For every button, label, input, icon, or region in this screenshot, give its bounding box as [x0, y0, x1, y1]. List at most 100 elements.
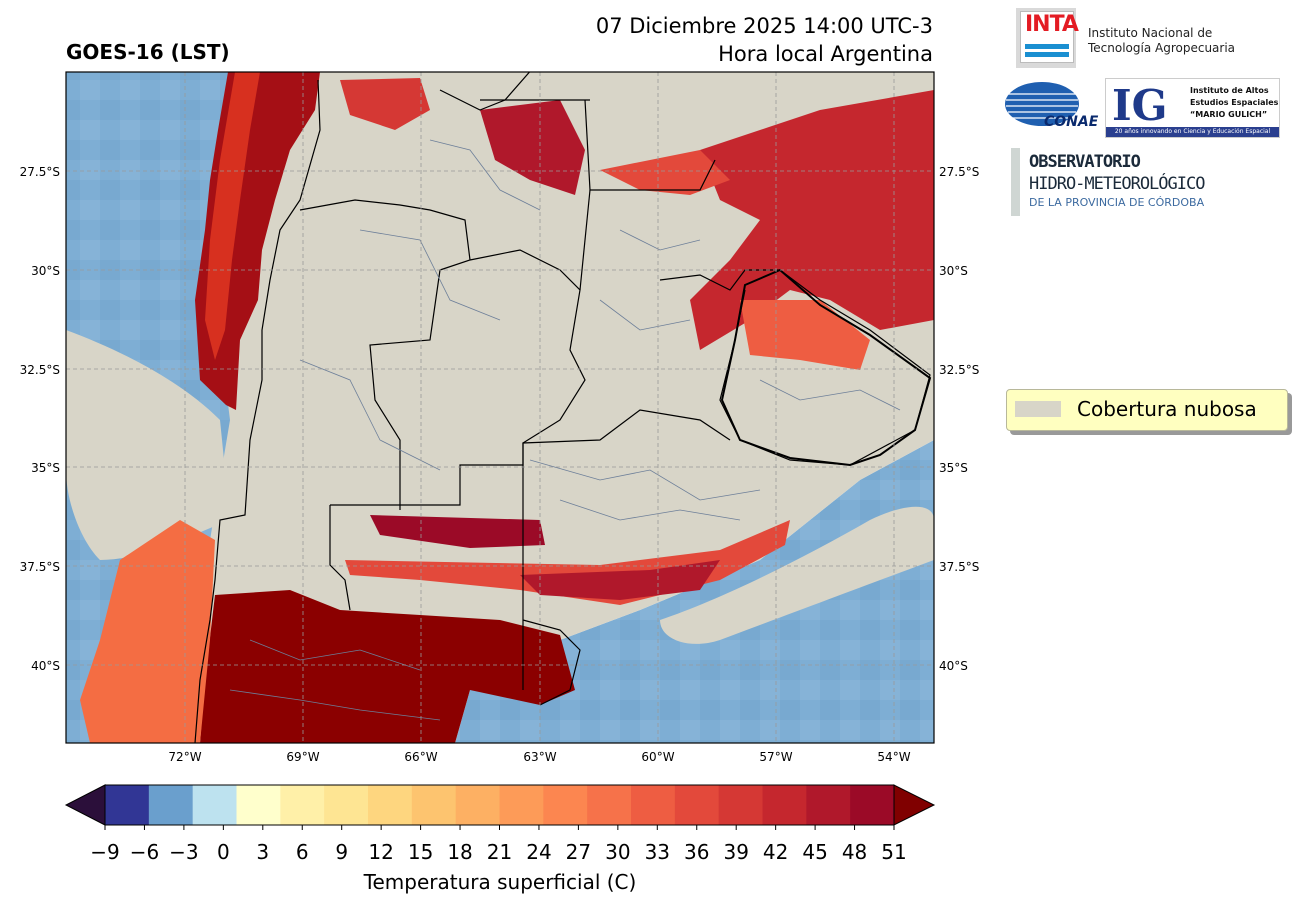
ig-logo: IG Instituto de Altos Estudios Espaciale…	[1105, 78, 1280, 138]
colorbar-segment	[543, 785, 588, 825]
inta-logo: INTA	[1016, 8, 1079, 68]
colorbar-tick-label: 45	[802, 840, 827, 864]
conae-logo: CONAE	[1004, 80, 1098, 136]
colorbar-tick-label: −3	[169, 840, 198, 864]
timestamp-block: 07 Diciembre 2025 14:00 UTC-3 Hora local…	[596, 12, 933, 68]
colorbar-segment	[105, 785, 150, 825]
uruguay-border	[720, 268, 932, 467]
lst-north-west-patch	[340, 78, 430, 130]
lon-tick: 63°W	[523, 750, 556, 764]
colorbar-label: Temperatura superficial (C)	[363, 870, 637, 894]
inta-name-line: Tecnología Agropecuaria	[1088, 41, 1236, 55]
colorbar-segment	[236, 785, 281, 825]
colorbar-tick-label: −6	[130, 840, 159, 864]
inta-name-line: Instituto Nacional de	[1088, 26, 1213, 40]
lon-tick: 57°W	[759, 750, 792, 764]
lat-ticks-left: 27.5°S 30°S 32.5°S 35°S 37.5°S 40°S	[20, 165, 60, 673]
colorbar-tick-label: 9	[335, 840, 348, 864]
colorbar-segment	[411, 785, 457, 825]
ig-name-line: Instituto de Altos	[1190, 86, 1269, 95]
ig-name-line: Estudios Espaciales	[1190, 98, 1279, 107]
lat-tick: 30°S	[939, 264, 968, 278]
legend-label: Cobertura nubosa	[1077, 397, 1257, 421]
lon-ticks: 72°W 69°W 66°W 63°W 60°W 57°W 54°W	[168, 750, 910, 764]
lon-tick: 60°W	[641, 750, 674, 764]
colorbar-tick-label: 42	[763, 840, 788, 864]
colorbar-tick-label: 30	[605, 840, 630, 864]
conae-globe-icon	[1005, 82, 1079, 126]
colorbar-segment	[806, 785, 851, 825]
colorbar-segment	[499, 785, 544, 825]
ig-footer: 20 años innovando en Ciencia y Educación…	[1106, 127, 1279, 137]
map-title: GOES-16 (LST)	[66, 40, 230, 64]
colorbar-tick-label: 21	[487, 840, 512, 864]
cloud-cover-pacific	[66, 330, 230, 560]
colorbar-over-triangle	[893, 784, 936, 826]
lst-patagonia-region	[200, 590, 575, 743]
colorbar-segment	[762, 785, 807, 825]
colorbar-tick-label: 12	[368, 840, 393, 864]
colorbar-tick-label: 0	[217, 840, 230, 864]
lat-tick: 27.5°S	[939, 165, 979, 179]
observatorio-logo-line-3: DE LA PROVINCIA DE CÓRDOBA	[1029, 196, 1205, 209]
lat-tick: 35°S	[939, 461, 968, 475]
inta-bar	[1025, 44, 1069, 49]
colorbar-segment	[674, 785, 720, 825]
colorbar-ticks: −9 −6 −3 0 3 6 9 12 15 18 21 24 27 30 33 36 39 42 45 48 51	[90, 825, 907, 864]
lon-tick: 54°W	[877, 750, 910, 764]
lst-northeast-west	[600, 150, 730, 195]
map-area	[66, 72, 934, 743]
lat-tick: 32.5°S	[939, 363, 979, 377]
colorbar-tick-label: 51	[881, 840, 906, 864]
colorbar-segment	[280, 785, 325, 825]
colorbar-tick-label: −9	[90, 840, 119, 864]
lat-tick: 27.5°S	[20, 165, 60, 179]
inta-logo-text: INTA	[1025, 12, 1079, 37]
colorbar-tick-label: 33	[645, 840, 670, 864]
colorbar-tick-label: 48	[842, 840, 867, 864]
district-lines	[229, 139, 901, 721]
cloud-cover-swatch	[1015, 401, 1061, 417]
lst-uruguay-north	[740, 300, 870, 370]
colorbar-tick-label: 18	[447, 840, 472, 864]
colorbar-under-triangle	[64, 784, 106, 826]
ig-name: Instituto de Altos Estudios Espaciales “…	[1190, 85, 1278, 121]
lst-pacific-south	[80, 520, 215, 743]
lst-andes-edge	[205, 72, 260, 360]
colorbar-segment	[718, 785, 763, 825]
legend: Cobertura nubosa	[1006, 389, 1288, 431]
observatorio-logo-line-2: HIDRO-METEOROLÓGICO	[1029, 174, 1205, 194]
colorbar-tick-label: 15	[408, 840, 433, 864]
colorbar-segment	[455, 785, 500, 825]
lon-tick: 66°W	[404, 750, 437, 764]
colorbar-segment	[631, 785, 676, 825]
lon-tick: 69°W	[286, 750, 319, 764]
lst-central-band-3	[520, 560, 720, 600]
ig-name-line: “MARIO GULICH”	[1190, 110, 1268, 119]
colorbar-segment	[368, 785, 413, 825]
colorbar-segment	[148, 785, 194, 825]
inta-logo-mark: INTA	[1020, 11, 1079, 63]
colorbar-tick-label: 24	[526, 840, 551, 864]
map-frame	[65, 71, 935, 744]
lat-tick: 37.5°S	[20, 560, 60, 574]
lon-tick: 72°W	[168, 750, 201, 764]
datetime-label: 07 Diciembre 2025 14:00 UTC-3	[595, 14, 933, 38]
colorbar-tick-label: 39	[723, 840, 748, 864]
lat-tick: 32.5°S	[20, 363, 60, 377]
colorbar-segment	[324, 785, 369, 825]
inta-bar	[1025, 52, 1069, 57]
graticule	[66, 72, 934, 743]
lat-tick: 35°S	[31, 461, 60, 475]
colorbar	[64, 784, 936, 826]
ig-logo-letters: IG	[1112, 81, 1168, 130]
atlantic-ocean	[455, 440, 934, 743]
colorbar-tick-label: 6	[296, 840, 309, 864]
conae-logo-text: CONAE	[1044, 114, 1099, 130]
colorbar-segment	[192, 785, 237, 825]
observatorio-logo-bar	[1011, 148, 1020, 216]
colorbar-tick-label: 3	[256, 840, 269, 864]
local-time-label: Hora local Argentina	[718, 42, 933, 66]
observatorio-logo-line-1: OBSERVATORIO	[1029, 152, 1141, 172]
